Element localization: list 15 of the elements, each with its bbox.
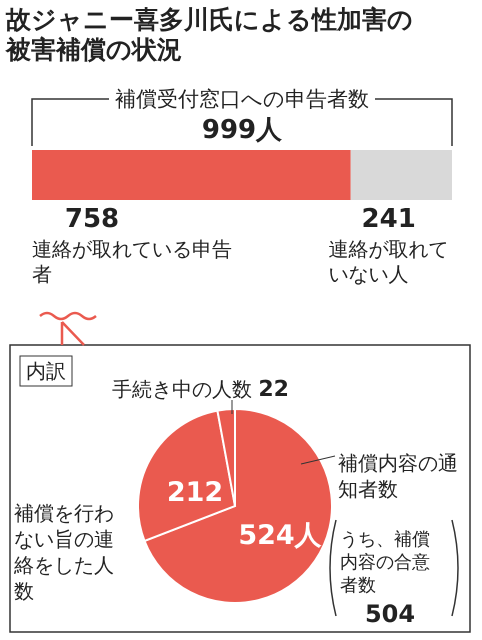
chart-title: 内訳 bbox=[26, 359, 66, 383]
slice-label: 補償内容の通知者数 bbox=[338, 451, 458, 501]
series-label: 連絡が取れている申告者 bbox=[32, 237, 232, 286]
data-label: 212 bbox=[166, 477, 224, 508]
data-label: 22 bbox=[258, 377, 289, 402]
slice-label: 手続き中の人数 bbox=[112, 377, 258, 401]
text: うち、補償内容の合意者数 504 bbox=[340, 529, 430, 628]
data-label: 241 bbox=[362, 204, 416, 234]
text: 補償受付窓口への申告者数 bbox=[115, 87, 369, 111]
data-label: 758 bbox=[64, 204, 120, 234]
chart-title: 故ジャニー喜多川氏による性加害の被害補償の状況 bbox=[5, 5, 413, 64]
series-label: 連絡が取れていない人 bbox=[328, 237, 449, 286]
total-label: 999人 bbox=[202, 115, 284, 145]
data-label: 524人 bbox=[238, 520, 323, 551]
slice-label: 補償を行わない旨の連絡をした人数 bbox=[13, 501, 114, 603]
